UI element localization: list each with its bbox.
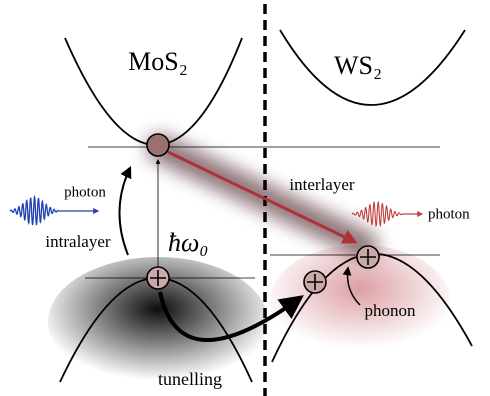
- photon-wave: [10, 197, 58, 225]
- energy-label: ħω₀: [168, 228, 208, 257]
- electron: [147, 134, 169, 156]
- hole: [147, 267, 169, 289]
- material-label: MoS₂: [128, 47, 188, 76]
- photon-wave: [352, 202, 402, 226]
- band-diagram: MoS₂ WS₂ photon photon intralayer interl…: [0, 0, 490, 396]
- intralayer-label: intralayer: [45, 232, 110, 251]
- tunelling-label: tunelling: [158, 369, 222, 389]
- phonon-label: phonon: [365, 301, 417, 320]
- intralayer-arrow: [119, 168, 130, 255]
- hole: [304, 271, 326, 293]
- interlayer-label: interlayer: [289, 175, 354, 194]
- photon-label: photon: [428, 206, 470, 222]
- photon-label: photon: [64, 184, 106, 200]
- material-label: WS₂: [334, 51, 382, 80]
- hole: [357, 246, 379, 268]
